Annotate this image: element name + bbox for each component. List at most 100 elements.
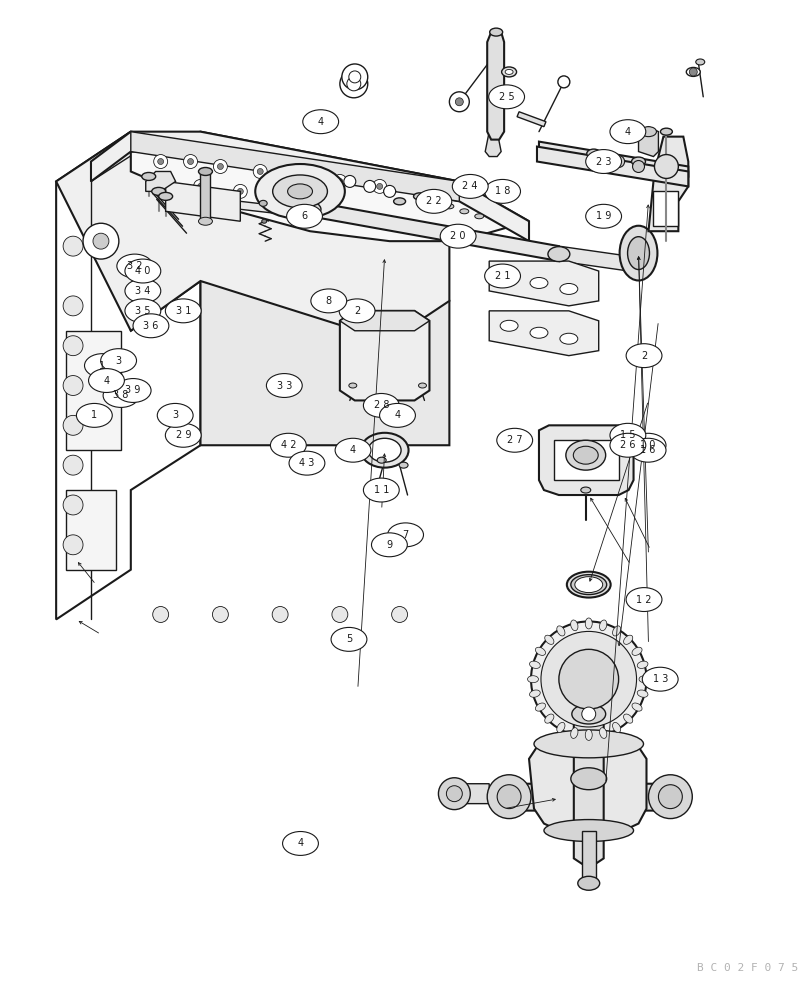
Circle shape — [272, 607, 288, 622]
Ellipse shape — [311, 289, 346, 313]
Circle shape — [63, 495, 83, 515]
Ellipse shape — [625, 588, 661, 611]
Text: 4: 4 — [350, 445, 356, 455]
Text: 4: 4 — [103, 376, 109, 386]
Polygon shape — [488, 311, 598, 356]
Ellipse shape — [544, 635, 553, 644]
Ellipse shape — [609, 423, 645, 447]
Text: 2 1: 2 1 — [494, 271, 509, 281]
Ellipse shape — [530, 277, 547, 288]
Ellipse shape — [585, 204, 620, 228]
Ellipse shape — [501, 67, 516, 77]
Ellipse shape — [84, 354, 120, 378]
Circle shape — [558, 649, 618, 709]
Circle shape — [63, 535, 83, 555]
Circle shape — [253, 165, 267, 178]
Circle shape — [384, 185, 395, 197]
Circle shape — [446, 786, 461, 802]
Ellipse shape — [360, 433, 408, 468]
Polygon shape — [56, 132, 448, 341]
Polygon shape — [553, 440, 618, 480]
Ellipse shape — [484, 264, 520, 288]
Circle shape — [349, 71, 360, 83]
Circle shape — [341, 64, 367, 90]
Ellipse shape — [500, 271, 517, 281]
Text: 3 4: 3 4 — [135, 286, 150, 296]
Ellipse shape — [331, 627, 367, 651]
Ellipse shape — [266, 374, 302, 397]
Ellipse shape — [413, 193, 425, 200]
Text: 3 9: 3 9 — [126, 385, 140, 395]
Ellipse shape — [496, 428, 532, 452]
Circle shape — [648, 775, 692, 819]
Ellipse shape — [609, 120, 645, 144]
Text: 1 6: 1 6 — [640, 445, 655, 455]
Circle shape — [332, 607, 347, 622]
Ellipse shape — [574, 577, 602, 593]
Ellipse shape — [117, 254, 152, 278]
Ellipse shape — [103, 384, 139, 407]
Ellipse shape — [289, 451, 324, 475]
Ellipse shape — [377, 457, 386, 463]
Text: 3 8: 3 8 — [114, 390, 129, 400]
Circle shape — [277, 193, 283, 199]
Ellipse shape — [631, 157, 645, 166]
Ellipse shape — [484, 179, 520, 203]
Circle shape — [93, 233, 109, 249]
Ellipse shape — [125, 259, 161, 283]
Text: 4: 4 — [317, 117, 324, 127]
Text: 5: 5 — [345, 634, 352, 644]
Ellipse shape — [255, 164, 345, 219]
Ellipse shape — [282, 832, 318, 855]
Ellipse shape — [544, 714, 553, 723]
Ellipse shape — [363, 478, 399, 502]
Ellipse shape — [585, 618, 591, 629]
Circle shape — [376, 183, 382, 189]
Circle shape — [152, 607, 169, 622]
Polygon shape — [539, 142, 688, 176]
Text: 6: 6 — [301, 211, 307, 221]
Ellipse shape — [547, 247, 569, 262]
Ellipse shape — [371, 533, 407, 557]
Circle shape — [658, 785, 681, 809]
Text: 4: 4 — [297, 838, 303, 848]
Polygon shape — [653, 191, 677, 226]
Polygon shape — [648, 137, 688, 231]
Circle shape — [540, 631, 636, 727]
Polygon shape — [454, 784, 488, 804]
Ellipse shape — [638, 676, 649, 683]
Text: B C 0 2 F 0 7 5: B C 0 2 F 0 7 5 — [697, 963, 798, 973]
Text: 3 6: 3 6 — [143, 321, 158, 331]
Ellipse shape — [261, 219, 266, 223]
Ellipse shape — [560, 283, 577, 294]
Ellipse shape — [570, 620, 577, 631]
Ellipse shape — [556, 626, 564, 636]
Text: 4: 4 — [624, 127, 630, 137]
Polygon shape — [131, 132, 528, 241]
Ellipse shape — [115, 379, 151, 402]
Text: 1 1: 1 1 — [373, 485, 388, 495]
Ellipse shape — [287, 184, 312, 199]
Polygon shape — [210, 201, 310, 217]
Text: 2 2: 2 2 — [426, 196, 441, 206]
Ellipse shape — [571, 704, 605, 724]
Text: 1 9: 1 9 — [595, 211, 611, 221]
Text: 2 9: 2 9 — [175, 430, 191, 440]
Ellipse shape — [629, 433, 665, 457]
Ellipse shape — [599, 620, 606, 631]
Text: 1 8: 1 8 — [494, 186, 509, 196]
Circle shape — [63, 376, 83, 395]
Circle shape — [372, 179, 386, 193]
Polygon shape — [340, 311, 429, 331]
Circle shape — [193, 179, 207, 193]
Text: 2 5: 2 5 — [498, 92, 514, 102]
Text: 2 8: 2 8 — [373, 400, 388, 410]
Ellipse shape — [474, 214, 483, 219]
Ellipse shape — [631, 647, 642, 655]
Text: 1: 1 — [91, 410, 97, 420]
Ellipse shape — [529, 690, 539, 697]
Ellipse shape — [165, 423, 201, 447]
Ellipse shape — [272, 175, 327, 208]
Ellipse shape — [631, 703, 642, 711]
Ellipse shape — [259, 200, 267, 206]
